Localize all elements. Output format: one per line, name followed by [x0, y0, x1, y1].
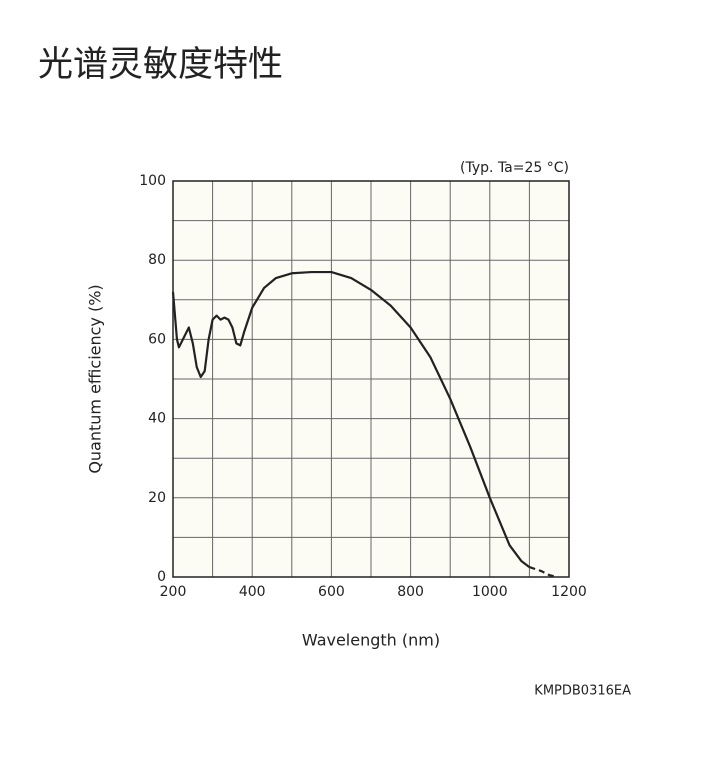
y-tick-label: 80	[148, 252, 166, 268]
y-tick-label: 0	[157, 569, 166, 585]
y-tick-label: 20	[148, 490, 166, 506]
data-line	[171, 270, 531, 568]
y-tick-label: 100	[139, 173, 166, 189]
x-tick-label: 400	[239, 584, 266, 600]
footnote: KMPDB0316EA	[534, 684, 631, 699]
x-tick-label: 1000	[472, 584, 508, 600]
annotation: (Typ. Ta=25 °C)	[460, 160, 569, 176]
x-tick-label: 800	[397, 584, 424, 600]
data-line	[529, 566, 558, 579]
y-tick-label: 60	[148, 331, 166, 347]
x-tick-label: 600	[318, 584, 345, 600]
x-tick-label: 1200	[551, 584, 587, 600]
x-axis-label: Wavelength (nm)	[302, 631, 440, 650]
y-axis-label: Quantum efficiency (%)	[86, 284, 105, 473]
plot-frame	[172, 180, 570, 578]
x-tick-label: 200	[160, 584, 187, 600]
page-title: 光谱灵敏度特性	[38, 45, 283, 85]
y-tick-label: 40	[148, 411, 166, 427]
